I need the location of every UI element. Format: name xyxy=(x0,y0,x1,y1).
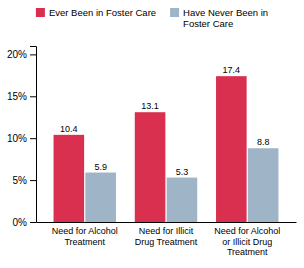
legend-item: Ever Been in Foster Care xyxy=(36,7,156,18)
y-tick: 5% xyxy=(13,175,36,186)
data-label: 5.3 xyxy=(176,167,189,177)
chart: 0%5%10%15%20%Need for AlcoholTreatmentNe… xyxy=(0,0,304,268)
bar xyxy=(167,178,198,222)
x-tick-label-line: Need for Illicit xyxy=(139,226,194,236)
y-tick-label: 10% xyxy=(7,133,27,144)
bar xyxy=(54,135,85,222)
y-tick-label: 5% xyxy=(13,175,28,186)
legend-swatch xyxy=(36,8,45,17)
data-label: 10.4 xyxy=(60,124,78,134)
data-labels: 10.4 13.1 17.4 5.9 5.3 8.8 xyxy=(60,65,269,176)
bar xyxy=(135,112,166,222)
x-tick: Need for IllicitDrug Treatment xyxy=(135,226,198,246)
x-axis: Need for AlcoholTreatmentNeed for Illici… xyxy=(37,223,297,258)
bar xyxy=(216,76,247,222)
bar xyxy=(85,173,116,222)
x-axis-line xyxy=(37,222,297,223)
x-tick-label-line: Need for Alcohol xyxy=(214,226,280,236)
plot-area: 0%5%10%15%20%Need for AlcoholTreatmentNe… xyxy=(7,47,297,258)
x-tick-label: Need for AlcoholTreatment xyxy=(52,226,118,246)
data-label: 5.9 xyxy=(94,162,107,172)
data-label: 17.4 xyxy=(223,65,241,75)
legend-label-line: Have Never Been in xyxy=(183,7,268,18)
y-tick: 10% xyxy=(7,133,36,144)
y-tick: 15% xyxy=(7,91,36,102)
y-tick-mark xyxy=(30,138,36,139)
bar xyxy=(248,148,279,222)
y-axis-line xyxy=(30,47,37,223)
legend-label: Ever Been in Foster Care xyxy=(49,7,156,18)
legend-label: Have Never Been inFoster Care xyxy=(183,7,268,29)
y-tick-mark xyxy=(30,96,36,97)
x-tick-label-line: Treatment xyxy=(227,247,268,257)
legend-label-line: Ever Been in Foster Care xyxy=(49,7,156,18)
legend: Ever Been in Foster Care Have Never Been … xyxy=(36,7,268,29)
x-tick-label-line: Treatment xyxy=(64,237,105,247)
x-tick-label-line: Drug Treatment xyxy=(135,237,198,247)
x-tick: Need for Alcoholor Illicit DrugTreatment xyxy=(214,226,280,257)
bars xyxy=(54,76,279,222)
y-tick-label: 15% xyxy=(7,91,27,102)
y-tick-mark xyxy=(30,222,36,223)
legend-swatch xyxy=(170,8,179,17)
data-label: 8.8 xyxy=(257,137,270,147)
y-tick-mark xyxy=(30,54,36,55)
x-tick-label: Need for Alcoholor Illicit DrugTreatment xyxy=(214,226,280,257)
y-tick-label: 0% xyxy=(13,217,28,228)
legend-item: Have Never Been inFoster Care xyxy=(170,7,268,29)
y-axis: 0% 5% 10% 15% 20% xyxy=(7,47,37,228)
x-tick-label: Need for IllicitDrug Treatment xyxy=(135,226,198,246)
y-tick: 20% xyxy=(7,49,36,60)
x-tick: Need for AlcoholTreatment xyxy=(52,226,118,246)
y-tick-mark xyxy=(30,180,36,181)
data-label: 13.1 xyxy=(141,101,159,111)
y-tick-label: 20% xyxy=(7,49,27,60)
y-tick: 0% xyxy=(13,217,36,228)
x-tick-label-line: or Illicit Drug xyxy=(222,237,272,247)
x-tick-label-line: Need for Alcohol xyxy=(52,226,118,236)
legend-label-line: Foster Care xyxy=(183,18,233,29)
